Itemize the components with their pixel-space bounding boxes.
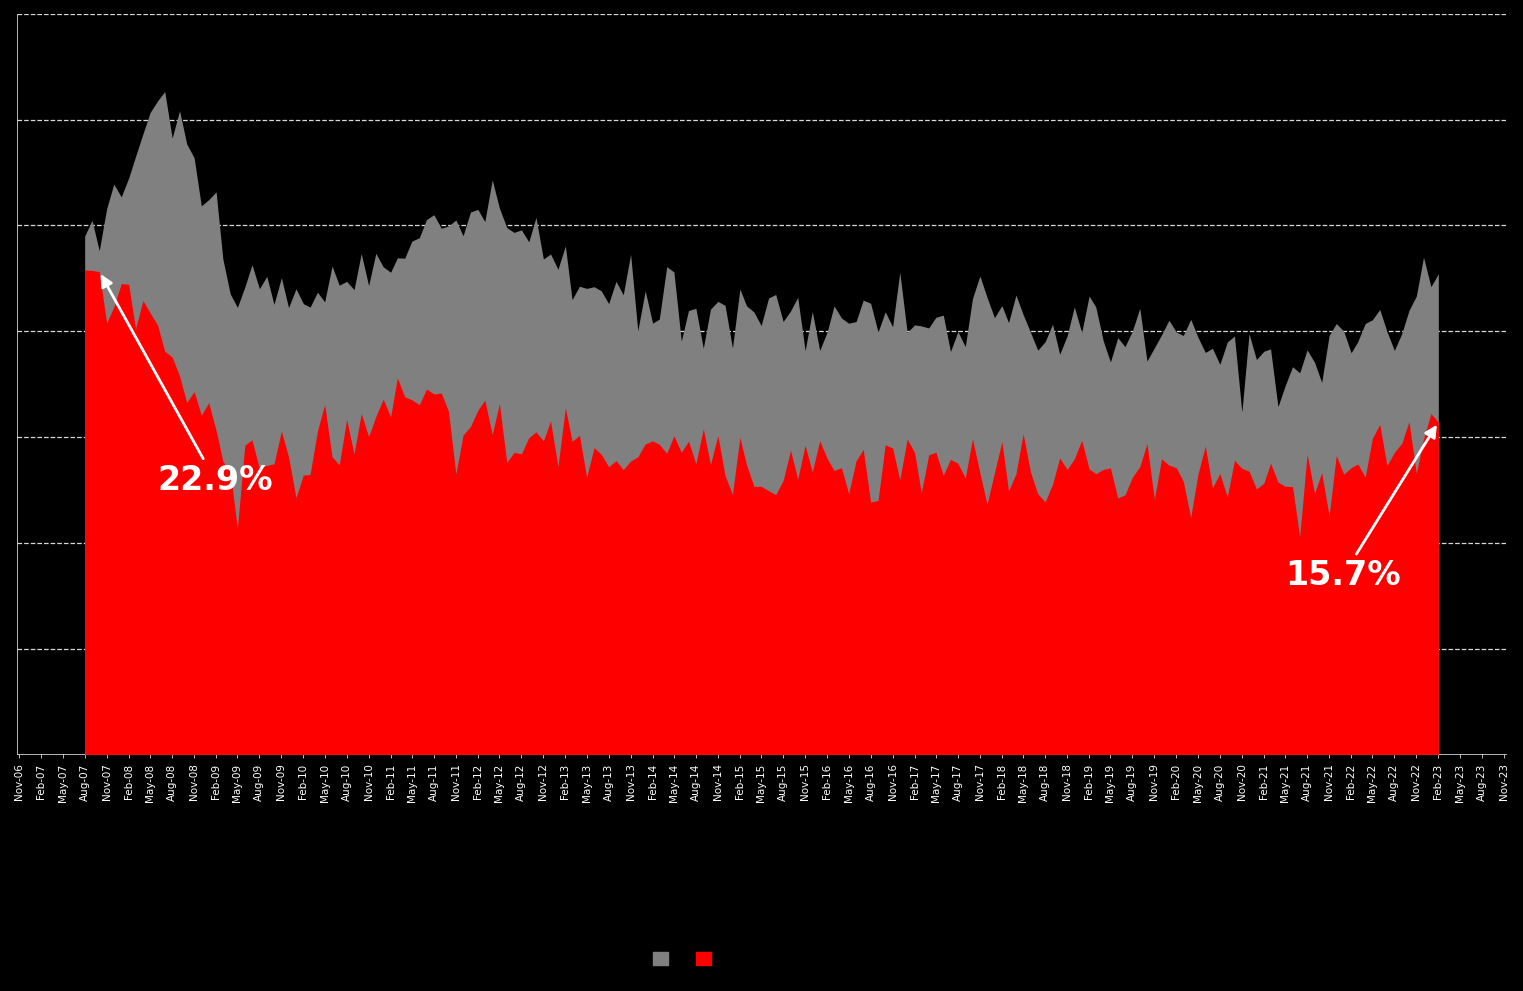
Text: 22.9%: 22.9%	[102, 276, 273, 496]
Legend: , : ,	[647, 946, 726, 970]
Text: 15.7%: 15.7%	[1285, 427, 1435, 593]
